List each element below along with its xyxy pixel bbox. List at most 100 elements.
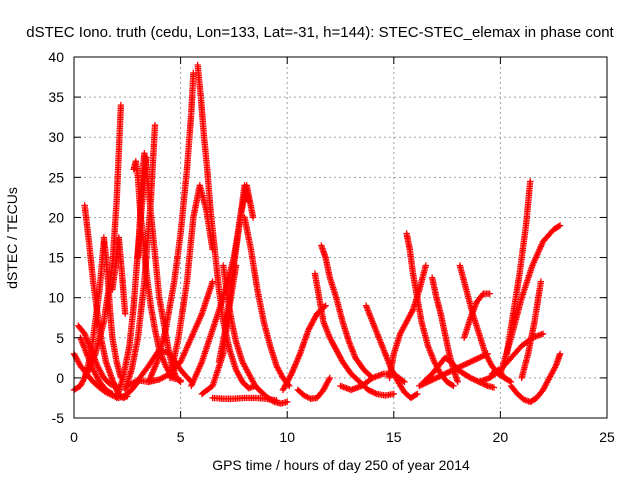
data-point	[372, 390, 379, 397]
data-point	[107, 389, 115, 397]
data-point	[370, 389, 378, 396]
data-point	[177, 378, 184, 386]
data-point	[176, 377, 183, 385]
data-point	[436, 373, 443, 380]
data-point	[440, 371, 447, 378]
data-point	[537, 278, 545, 285]
series-30	[403, 230, 457, 390]
data-point	[468, 375, 476, 382]
data-point	[433, 374, 440, 382]
data-point	[539, 330, 547, 337]
data-point	[555, 223, 563, 230]
x-tick-label: 10	[279, 429, 295, 445]
series-25	[311, 270, 397, 399]
series-21	[241, 214, 293, 390]
data-point	[414, 390, 421, 398]
data-point	[427, 377, 434, 384]
data-point	[467, 358, 474, 366]
series-15	[166, 182, 216, 382]
data-point	[428, 376, 436, 384]
series-39	[507, 350, 564, 406]
data-point	[461, 361, 469, 368]
data-point	[437, 372, 444, 380]
data-point	[287, 372, 294, 379]
x-axis-label: GPS time / hours of day 250 of year 2014	[212, 457, 470, 473]
data-point	[273, 397, 280, 404]
data-point	[369, 388, 376, 396]
data-point	[430, 376, 437, 383]
data-point	[463, 360, 470, 368]
data-point	[556, 222, 564, 229]
series-7	[109, 234, 129, 317]
data-point	[412, 391, 420, 398]
series-33	[428, 274, 461, 386]
series-35	[460, 290, 493, 341]
data-point	[431, 375, 439, 382]
data-point	[490, 384, 498, 391]
data-point	[124, 393, 131, 400]
data-series	[70, 61, 564, 407]
series-28	[362, 302, 421, 402]
x-tick-label: 5	[177, 429, 185, 445]
data-point	[434, 374, 442, 381]
data-point	[249, 214, 257, 221]
y-tick-label: 10	[48, 290, 64, 306]
data-point	[366, 387, 373, 394]
series-41	[518, 278, 545, 382]
data-point	[468, 357, 476, 365]
data-point	[209, 278, 216, 285]
tick-labels: 0 5 10 15 20 25 -5 0 5 10 15 20 25 30 35 40	[48, 49, 615, 445]
data-point	[121, 310, 129, 317]
data-point	[117, 101, 125, 109]
y-tick-label: 0	[56, 370, 64, 386]
data-point	[365, 386, 372, 394]
data-point	[470, 376, 477, 383]
data-point	[467, 374, 474, 382]
series-11	[121, 121, 159, 394]
data-point	[438, 372, 446, 379]
chart-title: dSTEC Iono. truth (cedu, Lon=133, Lat=-3…	[26, 24, 614, 41]
data-point	[482, 382, 490, 389]
series-26	[318, 242, 376, 382]
data-point	[284, 398, 291, 406]
data-point	[450, 382, 457, 390]
series-24	[294, 374, 334, 402]
y-tick-label: 40	[48, 49, 64, 65]
y-tick-label: -5	[52, 410, 65, 426]
y-tick-label: 35	[48, 89, 64, 105]
data-point	[441, 370, 449, 378]
data-point	[486, 290, 493, 297]
series-38	[503, 178, 534, 358]
y-tick-label: 25	[48, 169, 64, 185]
y-tick-label: 30	[48, 129, 64, 145]
data-point	[417, 382, 425, 389]
data-point	[151, 121, 159, 129]
plot-frame	[73, 56, 608, 419]
data-point	[527, 178, 534, 185]
data-point	[475, 354, 483, 362]
data-point	[399, 377, 407, 385]
data-point	[416, 382, 423, 390]
grid-lines	[74, 57, 607, 418]
data-point	[506, 377, 513, 385]
data-point	[458, 362, 466, 370]
x-tick-label: 20	[493, 429, 509, 445]
y-tick-label: 20	[48, 209, 64, 225]
data-point	[474, 355, 481, 362]
series-12	[145, 69, 197, 386]
data-point	[449, 381, 456, 389]
data-point	[367, 388, 375, 395]
data-point	[444, 369, 452, 376]
data-point	[471, 376, 479, 384]
series-22	[209, 394, 280, 404]
data-point	[422, 262, 429, 269]
data-point	[460, 361, 467, 369]
data-point	[454, 378, 461, 386]
data-point	[470, 357, 477, 364]
data-point	[390, 390, 397, 398]
series-20	[215, 182, 253, 366]
x-tick-label: 15	[386, 429, 402, 445]
data-point	[443, 370, 450, 377]
data-point	[477, 353, 484, 361]
